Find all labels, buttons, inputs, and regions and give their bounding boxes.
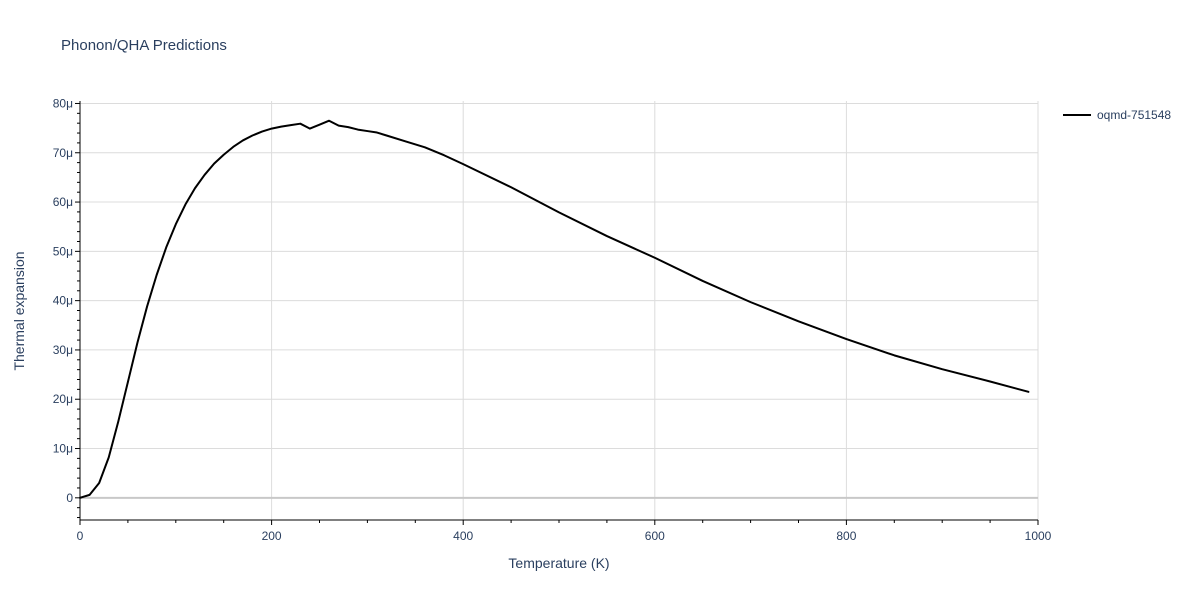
- chart-title: Phonon/QHA Predictions: [61, 37, 227, 54]
- y-axis-title: Thermal expansion: [11, 251, 27, 370]
- x-axis-title: Temperature (K): [508, 555, 609, 571]
- x-tick-label: 600: [645, 529, 665, 543]
- axes: 0 200 400 600 800 1000 0 10μ 20μ 30μ 40μ 50μ 60μ 70μ 8…: [53, 96, 1052, 543]
- y-tick-label: 80μ: [53, 96, 73, 110]
- y-tick-label: 10μ: [53, 442, 73, 456]
- y-tick-label: 60μ: [53, 195, 73, 209]
- legend-label-oqmd-751548: oqmd-751548: [1097, 108, 1171, 122]
- series-line-oqmd-751548[interactable]: [79, 119, 1030, 499]
- y-tick-label: 40μ: [53, 294, 73, 308]
- series-layer: [79, 119, 1030, 499]
- x-tick-label: 400: [453, 529, 473, 543]
- grid: [80, 101, 1039, 520]
- y-tick-label: 50μ: [53, 244, 73, 258]
- legend[interactable]: oqmd-751548: [1063, 108, 1171, 122]
- x-tick-label: 200: [262, 529, 282, 543]
- y-tick-label: 30μ: [53, 343, 73, 357]
- y-tick-label: 0: [66, 491, 73, 505]
- x-tick-label: 800: [836, 529, 856, 543]
- x-tick-label: 1000: [1025, 529, 1052, 543]
- y-tick-label: 70μ: [53, 146, 73, 160]
- x-tick-label: 0: [77, 529, 84, 543]
- y-tick-label: 20μ: [53, 392, 73, 406]
